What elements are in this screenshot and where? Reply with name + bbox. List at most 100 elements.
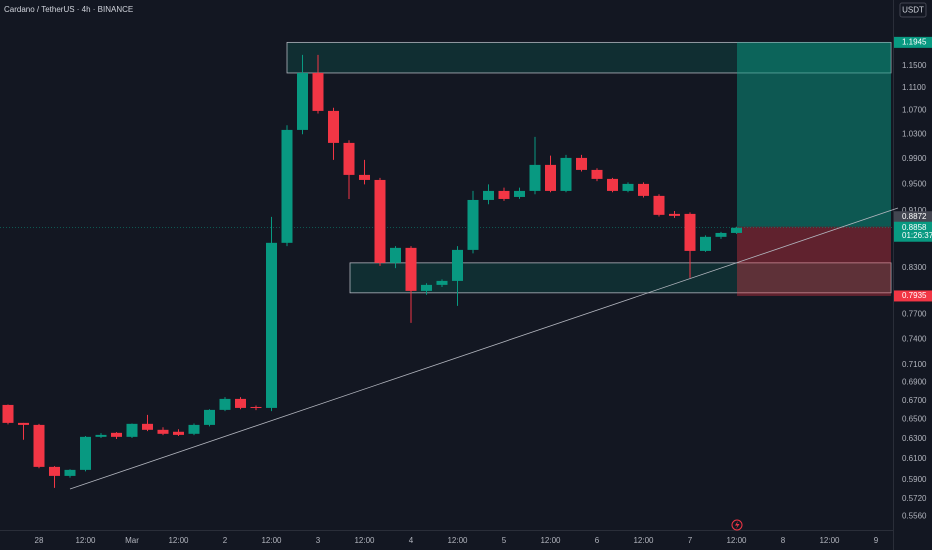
x-tick-label: 12:00 xyxy=(168,536,189,545)
x-tick-label: 12:00 xyxy=(354,536,375,545)
candle-body xyxy=(126,423,138,437)
candle-body xyxy=(2,404,14,423)
candle-body xyxy=(514,190,525,197)
trend-line xyxy=(69,207,899,490)
y-tick-label: 1.1500 xyxy=(902,61,927,70)
position-target xyxy=(737,42,891,227)
x-tick-label: 9 xyxy=(874,536,879,545)
candle-body xyxy=(622,183,634,191)
price-tag xyxy=(894,290,932,302)
candle-body xyxy=(684,213,696,251)
y-tick-label: 0.5560 xyxy=(902,512,927,521)
y-tick-label: 0.8300 xyxy=(902,263,927,272)
x-tick-label: 7 xyxy=(688,536,693,545)
candle-body xyxy=(328,110,339,143)
candle-body xyxy=(498,190,510,199)
zone xyxy=(349,262,892,294)
x-tick-label: 5 xyxy=(502,536,507,545)
last-price-tag xyxy=(894,221,932,242)
y-tick-label: 0.6100 xyxy=(902,454,927,463)
x-tick-label: Mar xyxy=(125,536,139,545)
candle-body xyxy=(529,164,541,191)
candle-body xyxy=(64,469,76,476)
y-tick-label: 0.6900 xyxy=(902,378,927,387)
candle-body xyxy=(638,183,649,196)
chart-title: Cardano / TetherUS · 4h · BINANCE xyxy=(4,5,133,14)
price-tag xyxy=(894,36,932,48)
candle-body xyxy=(560,157,572,191)
candle-body xyxy=(467,199,479,250)
candle-body xyxy=(359,174,370,180)
candle-body xyxy=(669,213,680,216)
last-price-label: 0.8858 xyxy=(902,223,927,232)
x-tick-label: 12:00 xyxy=(726,536,747,545)
candle-body xyxy=(204,409,215,425)
candle-body xyxy=(312,72,324,111)
price-tag-label: 1.1945 xyxy=(902,37,927,46)
candle-body xyxy=(142,423,153,430)
x-tick-label: 6 xyxy=(595,536,600,545)
candle-body xyxy=(483,190,494,200)
candle-body xyxy=(653,195,665,215)
y-tick-label: 0.6700 xyxy=(902,396,927,405)
candle-body xyxy=(715,232,727,237)
candle-body xyxy=(266,242,277,408)
x-tick-label: 12:00 xyxy=(633,536,654,545)
x-tick-label: 12:00 xyxy=(819,536,840,545)
zones xyxy=(0,41,893,296)
candle-body xyxy=(297,72,308,130)
currency-label[interactable]: USDT xyxy=(902,6,924,15)
axes: 1.1500 1.1100 1.0700 1.0300 0.9900 0.9500 0.91… xyxy=(35,36,932,545)
x-tick-label: 12:00 xyxy=(447,536,468,545)
candle-body xyxy=(343,142,355,175)
y-tick-label: 1.0700 xyxy=(902,106,927,115)
candle-body xyxy=(390,247,401,263)
y-tick-label: 0.6500 xyxy=(902,415,927,424)
x-tick-label: 8 xyxy=(781,536,786,545)
x-tick-label: 2 xyxy=(223,536,228,545)
y-tick-label: 0.7400 xyxy=(902,334,927,343)
candle-body xyxy=(405,247,417,291)
candle-body xyxy=(188,424,200,434)
y-tick-label: 0.6300 xyxy=(902,434,927,443)
x-tick-label: 28 xyxy=(35,536,44,545)
candle-body xyxy=(219,398,231,410)
y-tick-label: 0.7700 xyxy=(902,310,927,319)
countdown-label: 01:26:37 xyxy=(902,231,932,240)
candle-body xyxy=(33,424,45,467)
y-tick-label: 0.9900 xyxy=(902,154,927,163)
candle-body xyxy=(49,466,60,476)
currency-button[interactable] xyxy=(899,2,927,18)
price-tag-label: 0.8872 xyxy=(902,212,927,221)
candle-body xyxy=(95,434,107,437)
price-tag-label: 0.7935 xyxy=(902,291,927,300)
x-tick-label: 12:00 xyxy=(261,536,282,545)
event-icon-bolt xyxy=(735,521,740,529)
candle-body xyxy=(436,280,448,285)
candle-body xyxy=(80,436,91,470)
candle-body xyxy=(576,157,587,170)
candle-body xyxy=(607,178,618,191)
candle-body xyxy=(111,432,122,437)
y-tick-label: 0.7100 xyxy=(902,360,927,369)
x-tick-label: 12:00 xyxy=(540,536,561,545)
candle-body xyxy=(452,249,463,281)
candle-body xyxy=(281,129,293,243)
candle-body xyxy=(374,179,386,263)
candle-body xyxy=(157,429,169,434)
x-tick-label: 4 xyxy=(409,536,414,545)
y-tick-label: 1.1100 xyxy=(902,83,926,92)
candle-body xyxy=(545,164,556,191)
candle-body xyxy=(235,398,246,408)
candle-body xyxy=(700,236,711,251)
candle-body xyxy=(731,227,742,233)
candle-body xyxy=(421,284,432,291)
event-icon[interactable] xyxy=(731,519,743,531)
x-tick-label: 12:00 xyxy=(75,536,96,545)
y-tick-label: 1.0300 xyxy=(902,129,927,138)
x-tick-label: 3 xyxy=(316,536,321,545)
candle-body xyxy=(18,422,29,425)
y-tick-label: 0.5720 xyxy=(902,494,927,503)
